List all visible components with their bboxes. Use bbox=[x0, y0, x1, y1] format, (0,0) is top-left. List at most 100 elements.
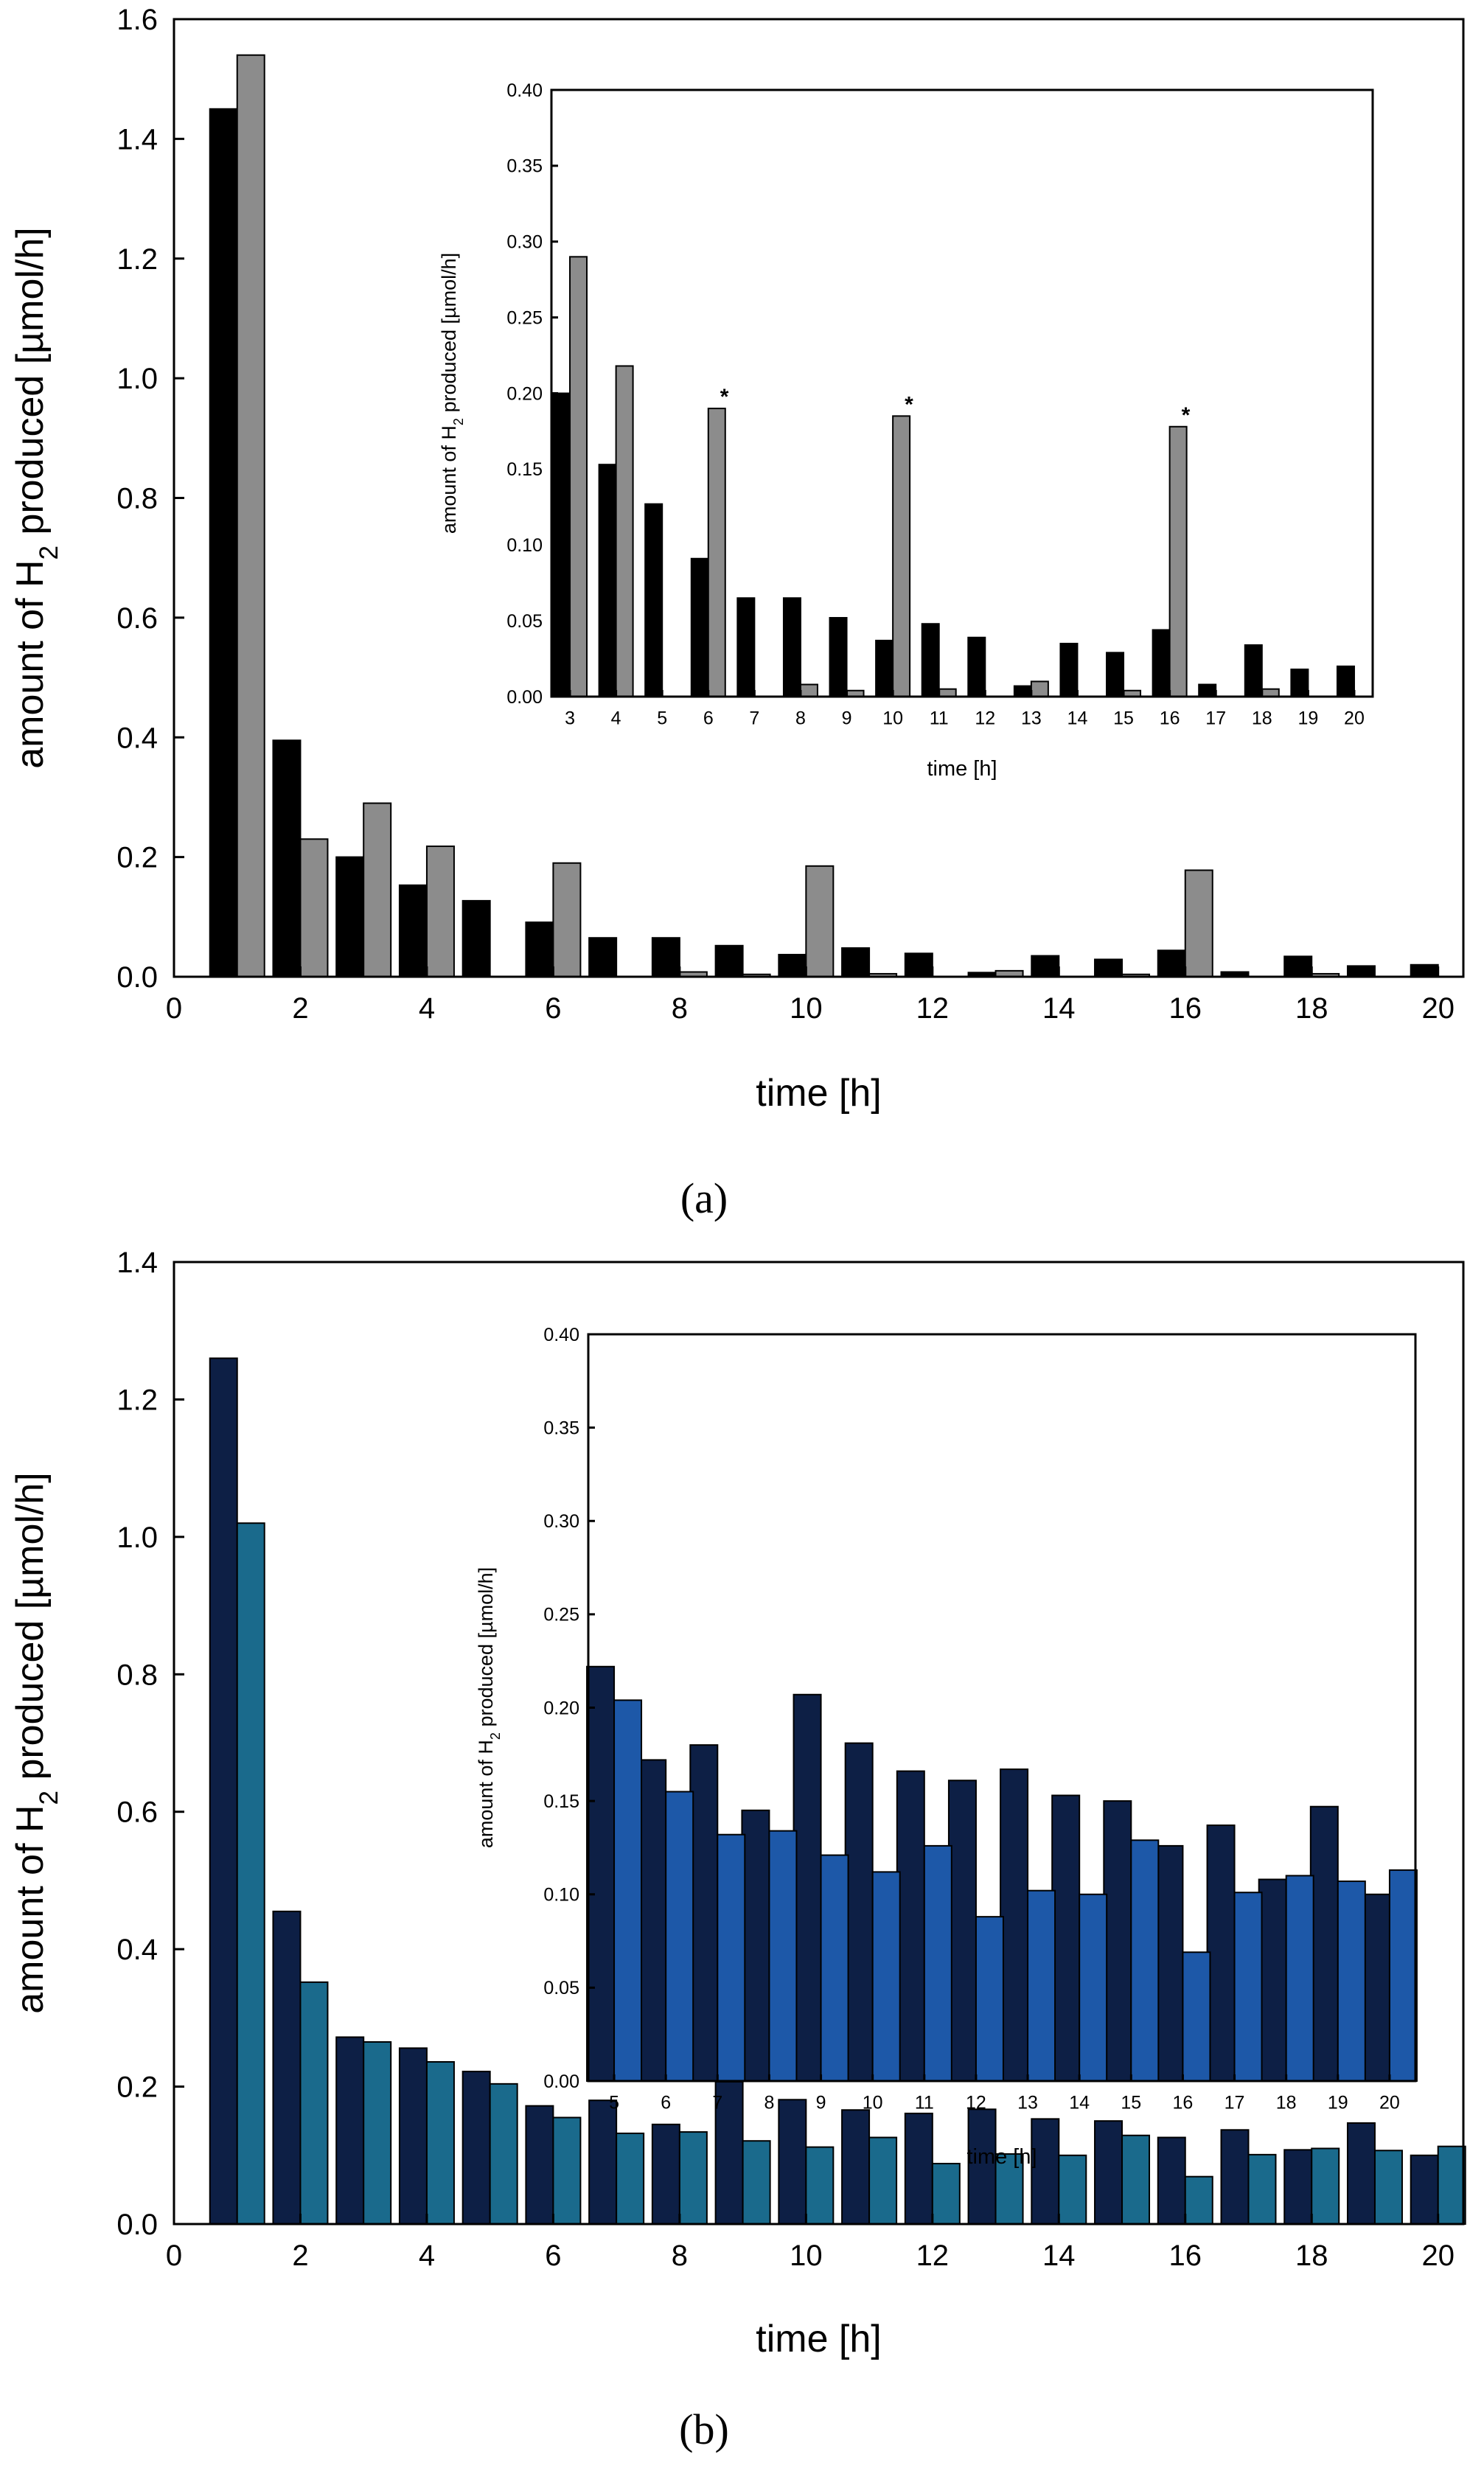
bar-1-t1 bbox=[209, 108, 238, 977]
bar-1-t17 bbox=[1220, 2129, 1250, 2225]
bar-1-t19 bbox=[1346, 2122, 1376, 2226]
x-tick-label: 3 bbox=[565, 708, 575, 728]
y-tick-label: 0.30 bbox=[543, 1511, 579, 1532]
x-tick-label: 10 bbox=[863, 2092, 883, 2113]
bar-1-t12 bbox=[967, 636, 986, 698]
bar-1-t10 bbox=[844, 1742, 874, 2082]
bar-1-t2 bbox=[272, 1910, 302, 2225]
plot-area bbox=[551, 90, 1373, 697]
bar-1-t16 bbox=[1157, 949, 1186, 977]
bar-1-t14 bbox=[1031, 955, 1060, 977]
bar-1-t11 bbox=[896, 1770, 925, 2082]
y-tick-label: 0.25 bbox=[506, 307, 543, 328]
x-tick-label: 12 bbox=[916, 2240, 950, 2272]
x-tick-label: 18 bbox=[1295, 992, 1328, 1025]
y-tick-label: 0.2 bbox=[116, 842, 158, 874]
x-tick-label: 6 bbox=[661, 2092, 671, 2113]
x-tick-label: 18 bbox=[1295, 2240, 1328, 2272]
plot-frame bbox=[173, 1261, 1465, 2226]
bar-2-t12 bbox=[975, 1916, 1004, 2082]
bar-1-t18 bbox=[1283, 2149, 1313, 2226]
panel-label: (b) bbox=[679, 2405, 729, 2453]
x-tick-label: 12 bbox=[966, 2092, 986, 2113]
chart-a-inset: * * * 0.00 0.05 0.10 0.15 0.20 0.25 0.30 0.35 0.40 3… bbox=[438, 80, 1374, 781]
bar-1-t16 bbox=[1157, 2136, 1186, 2226]
bar-1-t3 bbox=[335, 856, 365, 977]
bar-1-t11 bbox=[921, 623, 940, 697]
x-axis-label: time [h] bbox=[756, 2318, 882, 2360]
bar-1-t9 bbox=[792, 1693, 822, 2082]
bar-2-t8 bbox=[678, 2131, 708, 2225]
bar-1-t5 bbox=[461, 899, 491, 977]
y-tick-label: 0.25 bbox=[543, 1605, 579, 1625]
bar-2-t16 bbox=[1184, 2175, 1213, 2225]
x-tick-label: 0 bbox=[166, 2240, 182, 2272]
panel-label: (a) bbox=[680, 1174, 728, 1222]
y-tick-label: 0.10 bbox=[543, 1885, 579, 1906]
bar-1-t20 bbox=[1361, 1893, 1390, 2082]
y-axis-label: amount of H2 produced [µmol/h] bbox=[9, 1472, 63, 2013]
bar-1-t18 bbox=[1283, 955, 1313, 977]
x-tick-label: 20 bbox=[1344, 708, 1365, 728]
bar-1-t20 bbox=[1410, 963, 1439, 977]
bar-2-t4 bbox=[425, 846, 455, 977]
bar-2-t18 bbox=[1261, 688, 1280, 698]
x-axis-label: time [h] bbox=[966, 2145, 1037, 2169]
x-tick-label: 2 bbox=[292, 992, 308, 1025]
y-tick-label: 0.20 bbox=[543, 1698, 579, 1718]
bar-1-t14 bbox=[1059, 642, 1079, 697]
x-tick-label: 5 bbox=[657, 708, 667, 728]
y-tick-label: 0.4 bbox=[116, 1934, 158, 1966]
bar-2-t13 bbox=[994, 2153, 1024, 2225]
x-tick-label: 18 bbox=[1276, 2092, 1297, 2113]
bar-2-t20 bbox=[1388, 1869, 1418, 2082]
bar-2-t10 bbox=[805, 865, 835, 977]
bar-2-t15 bbox=[1130, 1839, 1160, 2083]
bar-1-t10 bbox=[778, 953, 807, 977]
x-tick-label: 10 bbox=[882, 708, 903, 728]
x-tick-label: 4 bbox=[419, 2240, 435, 2272]
x-tick-label: 10 bbox=[790, 2240, 823, 2272]
x-tick-label: 12 bbox=[975, 708, 995, 728]
bar-1-t15 bbox=[1094, 958, 1124, 977]
bar-2-t3 bbox=[363, 802, 392, 978]
x-tick-label: 15 bbox=[1121, 2092, 1141, 2113]
y-tick-label: 0.0 bbox=[116, 2209, 158, 2241]
x-tick-label: 11 bbox=[915, 2092, 934, 2113]
bar-1-t5 bbox=[461, 2071, 491, 2225]
bar-1-t7 bbox=[689, 1744, 719, 2082]
bar-1-t4 bbox=[598, 464, 617, 697]
y-axis-label: amount of H2 produced [µmol/h] bbox=[9, 227, 63, 768]
y-tick-label: 0.8 bbox=[116, 1659, 158, 1691]
bar-2-t2 bbox=[299, 838, 329, 978]
y-tick-label: 0.4 bbox=[116, 722, 158, 754]
y-tick-label: 1.4 bbox=[116, 1247, 158, 1279]
y-tick-label: 0.0 bbox=[116, 961, 158, 994]
x-axis-label: time [h] bbox=[927, 757, 997, 781]
x-tick-label: 7 bbox=[749, 708, 759, 728]
x-tick-label: 17 bbox=[1225, 2092, 1245, 2113]
x-tick-label: 7 bbox=[712, 2092, 722, 2113]
x-tick-label: 13 bbox=[1021, 708, 1042, 728]
chart-b-inset: 0.00 0.05 0.10 0.15 0.20 0.25 0.30 0.35 0.40 5 6 7 8… bbox=[475, 1325, 1418, 2169]
bar-2-t13 bbox=[1027, 1889, 1056, 2083]
bar-1-t10 bbox=[875, 639, 894, 697]
bar-1-t8 bbox=[782, 597, 801, 698]
y-tick-label: 1.0 bbox=[116, 1522, 158, 1554]
bar-1-t12 bbox=[947, 1780, 977, 2083]
x-tick-label: 20 bbox=[1421, 992, 1455, 1025]
bar-1-t7 bbox=[736, 597, 756, 698]
bar-1-t14 bbox=[1051, 1794, 1081, 2083]
bar-2-t9 bbox=[820, 1854, 849, 2082]
bar-1-t12 bbox=[904, 952, 933, 978]
x-tick-label: 15 bbox=[1113, 708, 1134, 728]
bar-2-t14 bbox=[1079, 1893, 1108, 2082]
annotation-asterisk: * bbox=[720, 385, 729, 409]
x-tick-label: 18 bbox=[1252, 708, 1272, 728]
y-tick-label: 0.20 bbox=[506, 383, 543, 404]
bar-1-t19 bbox=[1290, 668, 1309, 698]
bar-2-t14 bbox=[1058, 2154, 1087, 2225]
bar-1-t11 bbox=[841, 947, 871, 978]
bar-1-t6 bbox=[525, 2105, 554, 2225]
x-tick-label: 16 bbox=[1160, 708, 1180, 728]
